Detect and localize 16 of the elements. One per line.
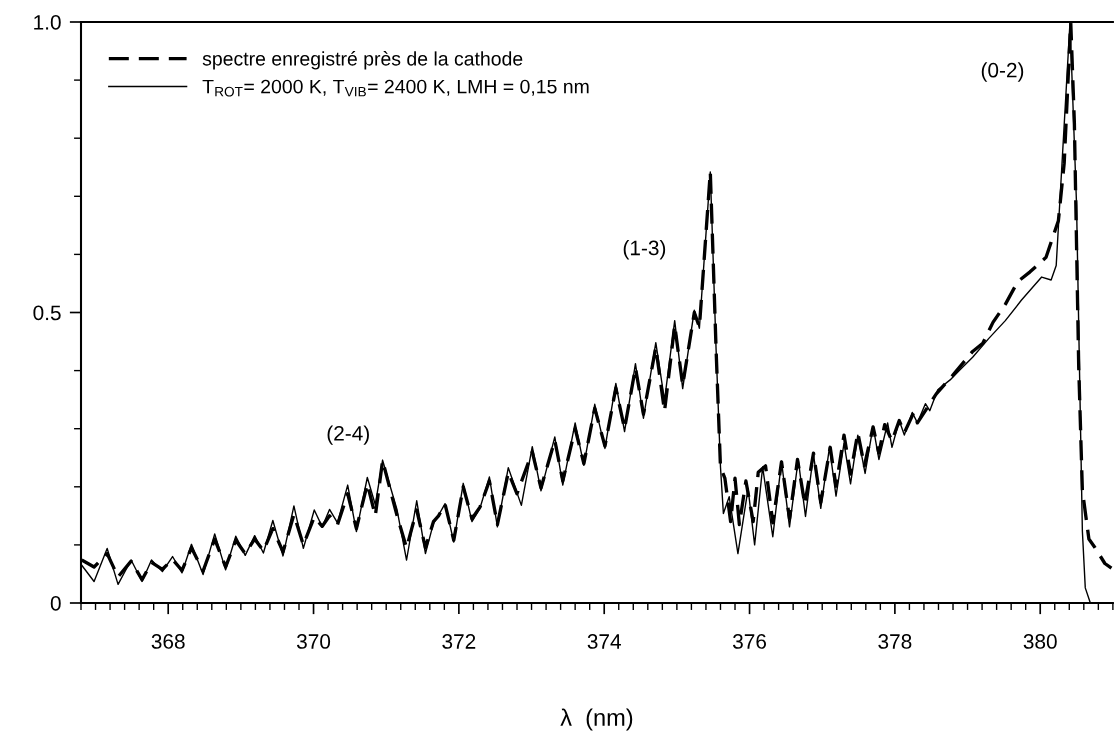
x-tick-label: 370: [296, 634, 331, 649]
x-tick-label: 368: [151, 634, 185, 649]
x-tick-label: 374: [587, 634, 621, 649]
legend-label: spectre enregistré près de la cathode: [202, 51, 523, 70]
y-tick-label: 0: [50, 596, 61, 611]
legend-label: T$_{ROT}$= 2000 K, T$_{VIB}$= 2400 K, LMH = 0,15 nm: [202, 79, 589, 97]
annotation: (1-3): [623, 240, 666, 260]
x-axis-title: λ (nm): [560, 708, 633, 731]
x-tick-label: 378: [878, 634, 912, 649]
y-tick-label: 1.0: [34, 15, 61, 30]
x-tick-label: 376: [732, 634, 767, 649]
x-tick-label: 372: [442, 634, 476, 649]
annotation: (2-4): [327, 425, 369, 445]
annotation: (0-2): [981, 62, 1024, 82]
y-tick-label: 0.5: [33, 305, 61, 321]
x-tick-label: 380: [1023, 634, 1057, 649]
